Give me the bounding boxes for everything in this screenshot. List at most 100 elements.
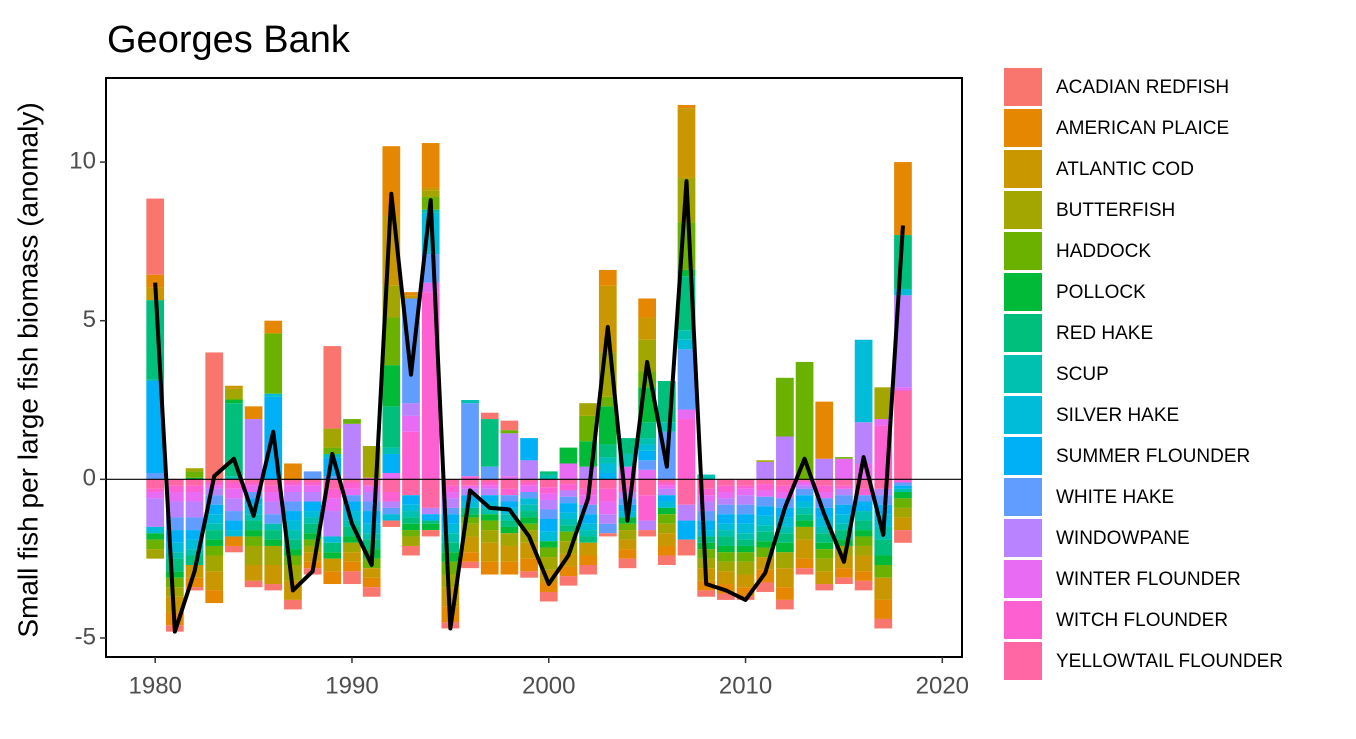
bar-segment: [343, 419, 361, 424]
bar-segment: [185, 485, 204, 493]
bar-segment: [677, 330, 696, 340]
bar-segment: [264, 492, 283, 502]
bar-segment: [894, 482, 912, 486]
bar-segment: [166, 558, 184, 572]
bar-segment: [244, 406, 263, 420]
bar-segment: [146, 479, 165, 489]
bar-segment: [579, 542, 597, 556]
bar-segment: [854, 571, 873, 581]
legend-label: SUMMER FLOUNDER: [1056, 446, 1250, 467]
bar-segment: [638, 298, 657, 318]
bar-segment: [146, 533, 165, 540]
bar-segment: [579, 555, 597, 565]
bar-segment: [185, 555, 204, 565]
bar-segment: [618, 530, 637, 540]
bar-segment: [795, 539, 814, 559]
bar-segment: [323, 488, 342, 499]
bar-segment: [382, 514, 401, 521]
bar-segment: [461, 400, 479, 404]
bar-segment: [461, 552, 479, 562]
bar-segment: [894, 498, 912, 508]
bar-segment: [421, 187, 440, 191]
bar-segment: [421, 507, 440, 515]
legend-key: [1004, 109, 1042, 147]
bar-segment: [795, 514, 814, 521]
bar-segment: [520, 479, 538, 483]
bar-segment: [815, 485, 834, 493]
bar-segment: [402, 536, 420, 546]
bar-segment: [539, 582, 558, 592]
legend-label: BUTTERFISH: [1056, 200, 1175, 221]
bar-segment: [756, 461, 775, 480]
bar-segment: [480, 466, 499, 480]
bar-segment: [736, 533, 755, 540]
bar-segment: [854, 488, 873, 496]
bar-segment: [815, 517, 834, 527]
bar-segment: [717, 593, 735, 600]
bar-segment: [795, 558, 814, 569]
bar-segment: [894, 530, 912, 543]
bar-segment: [244, 419, 263, 480]
bar-segment: [461, 476, 479, 480]
bar-segment: [894, 162, 912, 236]
bar-segment: [205, 514, 224, 524]
bar-segment: [717, 571, 735, 585]
bar-segment: [441, 479, 460, 486]
bar-segment: [441, 507, 460, 515]
bar-segment: [697, 479, 716, 489]
bar-segment: [854, 511, 873, 521]
bar-segment: [657, 514, 676, 524]
bar-segment: [559, 463, 578, 480]
bar-segment: [500, 495, 519, 502]
bar-segment: [303, 539, 322, 546]
bar-segment: [677, 479, 696, 505]
bar-segment: [303, 479, 322, 483]
bar-segment: [736, 504, 755, 515]
bar-segment: [815, 492, 834, 499]
bar-segment: [894, 390, 912, 480]
bar-segment: [205, 545, 224, 556]
bar-segment: [638, 422, 657, 439]
bar-segment: [225, 388, 243, 399]
bar-segment: [480, 495, 499, 502]
bar-segment: [480, 419, 499, 467]
bar-segment: [736, 495, 755, 505]
legend-label: ATLANTIC COD: [1056, 159, 1194, 180]
bar-segment: [559, 531, 578, 542]
bar-segment: [461, 507, 479, 515]
bar-segment: [421, 523, 440, 531]
bar-segment: [539, 474, 558, 480]
bar-segment: [461, 517, 479, 524]
bar-segment: [854, 580, 873, 591]
bar-segment: [717, 552, 735, 562]
bar-segment: [539, 479, 558, 488]
bar-segment: [874, 419, 893, 426]
bar-segment: [520, 482, 538, 486]
bar-segment: [225, 482, 243, 489]
y-tick-label: -5: [75, 623, 96, 650]
bar-segment: [657, 482, 676, 486]
bar-segment: [500, 433, 519, 477]
bar-segment: [717, 479, 735, 486]
bar-segment: [539, 487, 558, 494]
bar-segment: [441, 523, 460, 534]
bar-segment: [677, 269, 696, 277]
bar-segment: [894, 492, 912, 499]
bar-segment: [461, 403, 479, 477]
bar-segment: [638, 495, 657, 521]
bar-segment: [284, 511, 302, 521]
bar-segment: [795, 501, 814, 508]
bar-segment: [500, 520, 519, 527]
bar-segment: [677, 349, 696, 410]
bar-segment: [835, 495, 853, 505]
bar-segment: [539, 591, 558, 602]
bar-segment: [717, 498, 735, 505]
bar-segment: [382, 447, 401, 454]
bar-segment: [500, 488, 519, 496]
legend-key: [1004, 314, 1042, 352]
total-line: [153, 179, 905, 634]
bar-segment: [835, 458, 853, 480]
bar-segment: [874, 577, 893, 600]
legend-key: [1004, 191, 1042, 229]
